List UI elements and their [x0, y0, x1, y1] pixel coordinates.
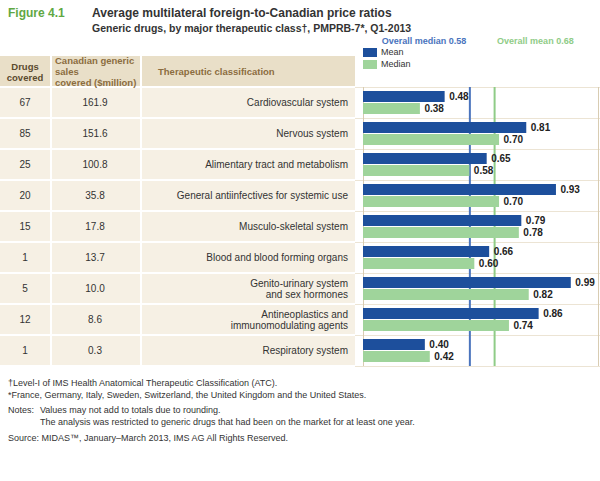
html-text:5: 5: [22, 283, 28, 294]
svg-text:0.48: 0.48: [449, 91, 469, 102]
svg-text:0.78: 0.78: [523, 227, 543, 238]
html-text:10.0: 10.0: [85, 283, 105, 294]
html-text:8.6: 8.6: [88, 314, 102, 325]
html-text:Figure 4.1: Figure 4.1: [8, 6, 65, 20]
html-text:85: 85: [19, 128, 31, 139]
html-text:Antineoplastics and immunomodu: Antineoplastics and immunomodulating age…: [230, 308, 348, 331]
svg-text:0.60: 0.60: [479, 258, 499, 269]
svg-text:0.38: 0.38: [424, 103, 444, 114]
html-text:*France, Germany, Italy, Swede: *France, Germany, Italy, Sweden, Switzer…: [8, 390, 367, 400]
html-text:Respiratory system: Respiratory system: [262, 345, 348, 356]
svg-text:0.40: 0.40: [429, 339, 449, 350]
svg-text:0.81: 0.81: [531, 122, 551, 133]
html-text:Therapeutic classification: Therapeutic classification: [158, 66, 275, 77]
html-text:151.6: 151.6: [82, 128, 108, 139]
html-text:Blood and blood forming organs: Blood and blood forming organs: [206, 252, 348, 263]
html-text:Source: MIDAS™, January–March: Source: MIDAS™, January–March 2013, IMS …: [8, 433, 289, 443]
html-text:67: 67: [19, 97, 31, 108]
svg-text:0.58: 0.58: [474, 165, 494, 176]
html-text:13.7: 13.7: [85, 252, 105, 263]
html-text:Musculo-skeletal system: Musculo-skeletal system: [239, 221, 348, 232]
html-text:General antiinfectives for sys: General antiinfectives for systemic use: [176, 190, 348, 201]
html-text:100.8: 100.8: [82, 159, 108, 170]
html-text:1: 1: [22, 345, 28, 356]
html-text:Notes:: Notes:: [8, 405, 34, 415]
html-text:†Level-I of IMS Health Anatomi: †Level-I of IMS Health Anatomical Therap…: [8, 378, 278, 388]
html-text:Nervous system: Nervous system: [276, 128, 348, 139]
html-text:Overall median 0.58: Overall median 0.58: [381, 36, 467, 46]
html-text:Values may not add to totals d: Values may not add to totals due to roun…: [40, 405, 221, 415]
svg-text:0.70: 0.70: [504, 134, 524, 145]
svg-text:0.65: 0.65: [491, 153, 511, 164]
html-text:Genito-urinary system and sex: Genito-urinary system and sex hormones: [250, 277, 348, 300]
html-text:35.8: 35.8: [85, 190, 105, 201]
html-text:20: 20: [19, 190, 31, 201]
html-text:Average multilateral foreign-t: Average multilateral foreign-to-Canadian…: [92, 6, 392, 20]
html-text:Median: Median: [381, 59, 411, 69]
html-text:Canadian generic sales covered: Canadian generic sales covered ($million…: [55, 55, 137, 88]
svg-text:0.70: 0.70: [504, 196, 524, 207]
svg-text:0.99: 0.99: [575, 277, 595, 288]
svg-text:0.82: 0.82: [533, 289, 553, 300]
html-text:Drugs covered: Drugs covered: [6, 60, 44, 83]
html-text:15: 15: [19, 221, 31, 232]
html-text:1: 1: [22, 252, 28, 263]
html-text:17.8: 17.8: [85, 221, 105, 232]
svg-text:0.93: 0.93: [560, 184, 580, 195]
html-text:0.3: 0.3: [88, 345, 102, 356]
html-text:Generic drugs, by major therap: Generic drugs, by major therapeutic clas…: [92, 22, 412, 34]
svg-text:0.66: 0.66: [494, 246, 514, 257]
html-text:Mean: Mean: [381, 47, 404, 57]
html-text:Alimentary tract and metabolis: Alimentary tract and metabolism: [205, 159, 348, 170]
svg-text:0.74: 0.74: [513, 320, 533, 331]
svg-text:0.42: 0.42: [434, 351, 454, 362]
svg-text:0.86: 0.86: [543, 308, 563, 319]
html-text:161.9: 161.9: [82, 97, 108, 108]
html-text:Overall mean 0.68: Overall mean 0.68: [497, 36, 574, 46]
html-text:Cardiovascular system: Cardiovascular system: [246, 97, 348, 108]
html-text:The analysis was restricted to: The analysis was restricted to generic d…: [40, 417, 415, 427]
svg-text:0.79: 0.79: [526, 215, 546, 226]
html-text:12: 12: [19, 314, 31, 325]
html-text:25: 25: [19, 159, 31, 170]
